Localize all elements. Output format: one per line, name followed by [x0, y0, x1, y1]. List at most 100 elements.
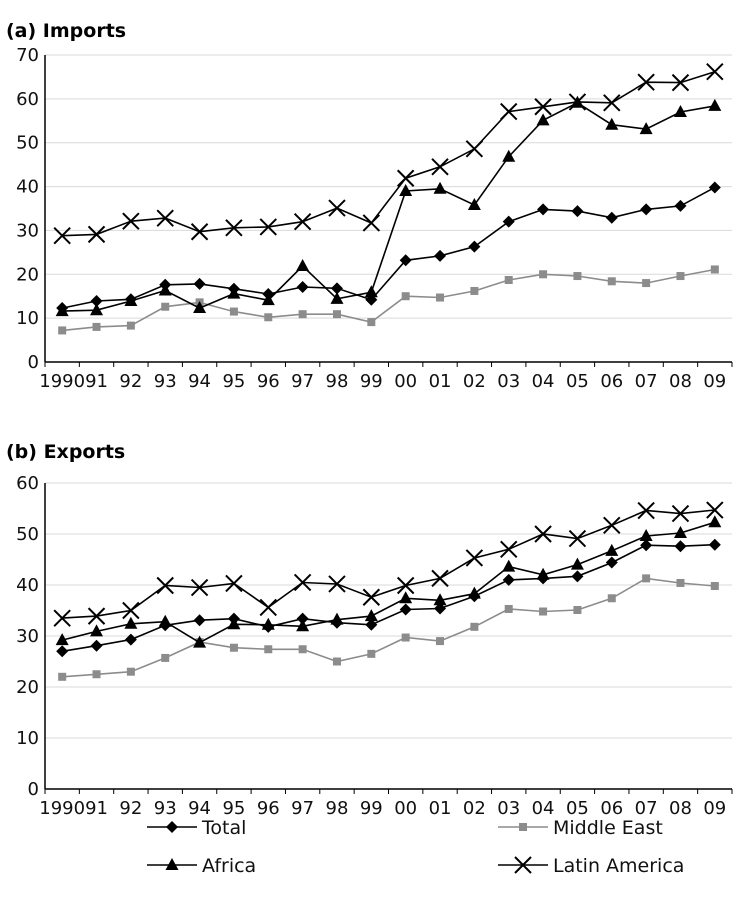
x-tick-label: 03: [497, 798, 520, 819]
data-point-latin-america: [431, 158, 449, 176]
data-point-middle-east: [470, 286, 479, 295]
data-point-total: [365, 618, 378, 631]
data-point-africa: [227, 617, 241, 630]
data-point-africa: [605, 117, 619, 130]
data-point-middle-east: [607, 277, 616, 286]
x-tick-label: 08: [669, 371, 692, 392]
y-tick-label: 0: [28, 352, 39, 373]
data-point-total: [193, 277, 206, 290]
x-tick-label: 09: [703, 371, 726, 392]
y-tick-label: 30: [16, 220, 39, 241]
data-point-africa: [708, 515, 722, 528]
data-point-latin-america: [87, 225, 106, 244]
data-point-total: [434, 249, 447, 262]
data-point-latin-america: [190, 578, 209, 597]
x-tick-label: 93: [154, 371, 177, 392]
x-tick-label: 04: [532, 371, 555, 392]
x-tick-label: 91: [85, 371, 108, 392]
series-line-latin-america: [62, 70, 716, 237]
data-point-africa: [570, 557, 584, 570]
data-point-africa: [261, 293, 275, 306]
y-tick-label: 20: [16, 677, 39, 698]
data-point-latin-america: [362, 214, 381, 232]
data-point-middle-east: [264, 313, 273, 322]
data-point-total: [399, 254, 412, 267]
series-africa: [55, 515, 722, 648]
legend-marker-middle-east: [519, 823, 527, 831]
series-total: [56, 538, 721, 658]
data-point-total: [502, 215, 515, 228]
x-tick-label: 92: [119, 371, 142, 392]
x-tick-label: 04: [532, 798, 555, 819]
data-point-africa: [639, 122, 653, 135]
x-tick-label: 98: [326, 798, 349, 819]
series-latin-america: [53, 62, 724, 245]
y-tick-label: 20: [16, 264, 39, 285]
data-point-total: [674, 540, 687, 553]
data-point-middle-east: [58, 672, 67, 681]
data-point-africa: [124, 616, 138, 629]
data-point-latin-america: [122, 601, 140, 620]
data-point-total: [399, 603, 412, 616]
data-point-africa: [330, 291, 344, 304]
x-tick-label: 05: [566, 371, 589, 392]
data-point-middle-east: [539, 607, 548, 616]
data-point-middle-east: [676, 272, 685, 281]
data-point-latin-america: [293, 573, 312, 592]
legend-marker-total: [166, 821, 178, 833]
data-point-latin-america: [293, 212, 312, 231]
x-tick-label: 95: [222, 798, 245, 819]
data-point-latin-america: [500, 102, 518, 121]
y-tick-label: 70: [16, 45, 39, 66]
legend-item-total: Total: [147, 817, 246, 839]
data-point-middle-east: [92, 322, 101, 331]
data-point-total: [296, 612, 309, 625]
data-point-latin-america: [396, 576, 415, 595]
data-point-middle-east: [161, 302, 170, 311]
series-line-africa: [62, 521, 716, 644]
x-tick-label: 96: [257, 798, 280, 819]
data-point-africa: [399, 591, 413, 604]
data-point-middle-east: [126, 667, 135, 676]
data-point-latin-america: [465, 140, 484, 158]
data-point-africa: [639, 529, 653, 542]
data-point-middle-east: [436, 637, 445, 646]
data-point-middle-east: [607, 594, 616, 603]
data-point-middle-east: [367, 318, 376, 327]
data-point-latin-america: [53, 609, 71, 627]
data-point-total: [674, 199, 687, 212]
data-point-total: [502, 573, 515, 586]
data-point-total: [571, 205, 584, 218]
data-point-latin-america: [568, 93, 587, 111]
x-tick-label: 02: [463, 371, 486, 392]
data-point-total: [90, 295, 103, 308]
series-middle-east: [58, 265, 719, 335]
x-tick-label: 09: [703, 798, 726, 819]
data-point-africa: [124, 294, 138, 307]
data-point-middle-east: [710, 265, 719, 274]
data-point-latin-america: [706, 501, 724, 519]
legend-marker-africa: [165, 858, 179, 870]
data-point-latin-america: [671, 504, 690, 523]
data-point-total: [640, 539, 653, 552]
x-tick-label: 93: [154, 798, 177, 819]
data-point-middle-east: [676, 578, 685, 587]
y-tick-label: 10: [16, 728, 39, 749]
legend-label: Latin America: [553, 855, 684, 877]
series-line-middle-east: [62, 268, 715, 332]
data-point-total: [605, 556, 618, 569]
y-tick-label: 50: [16, 524, 39, 545]
x-tick-label: 01: [429, 798, 452, 819]
data-point-africa: [399, 183, 413, 196]
data-point-total: [571, 570, 584, 583]
data-point-latin-america: [328, 575, 346, 593]
x-tick-label: 00: [394, 798, 417, 819]
data-point-africa: [158, 614, 172, 627]
data-point-africa: [673, 525, 687, 538]
data-point-latin-america: [225, 219, 243, 237]
legend-label: Africa: [202, 855, 256, 877]
data-point-total: [708, 538, 721, 551]
x-tick-label: 92: [119, 798, 142, 819]
